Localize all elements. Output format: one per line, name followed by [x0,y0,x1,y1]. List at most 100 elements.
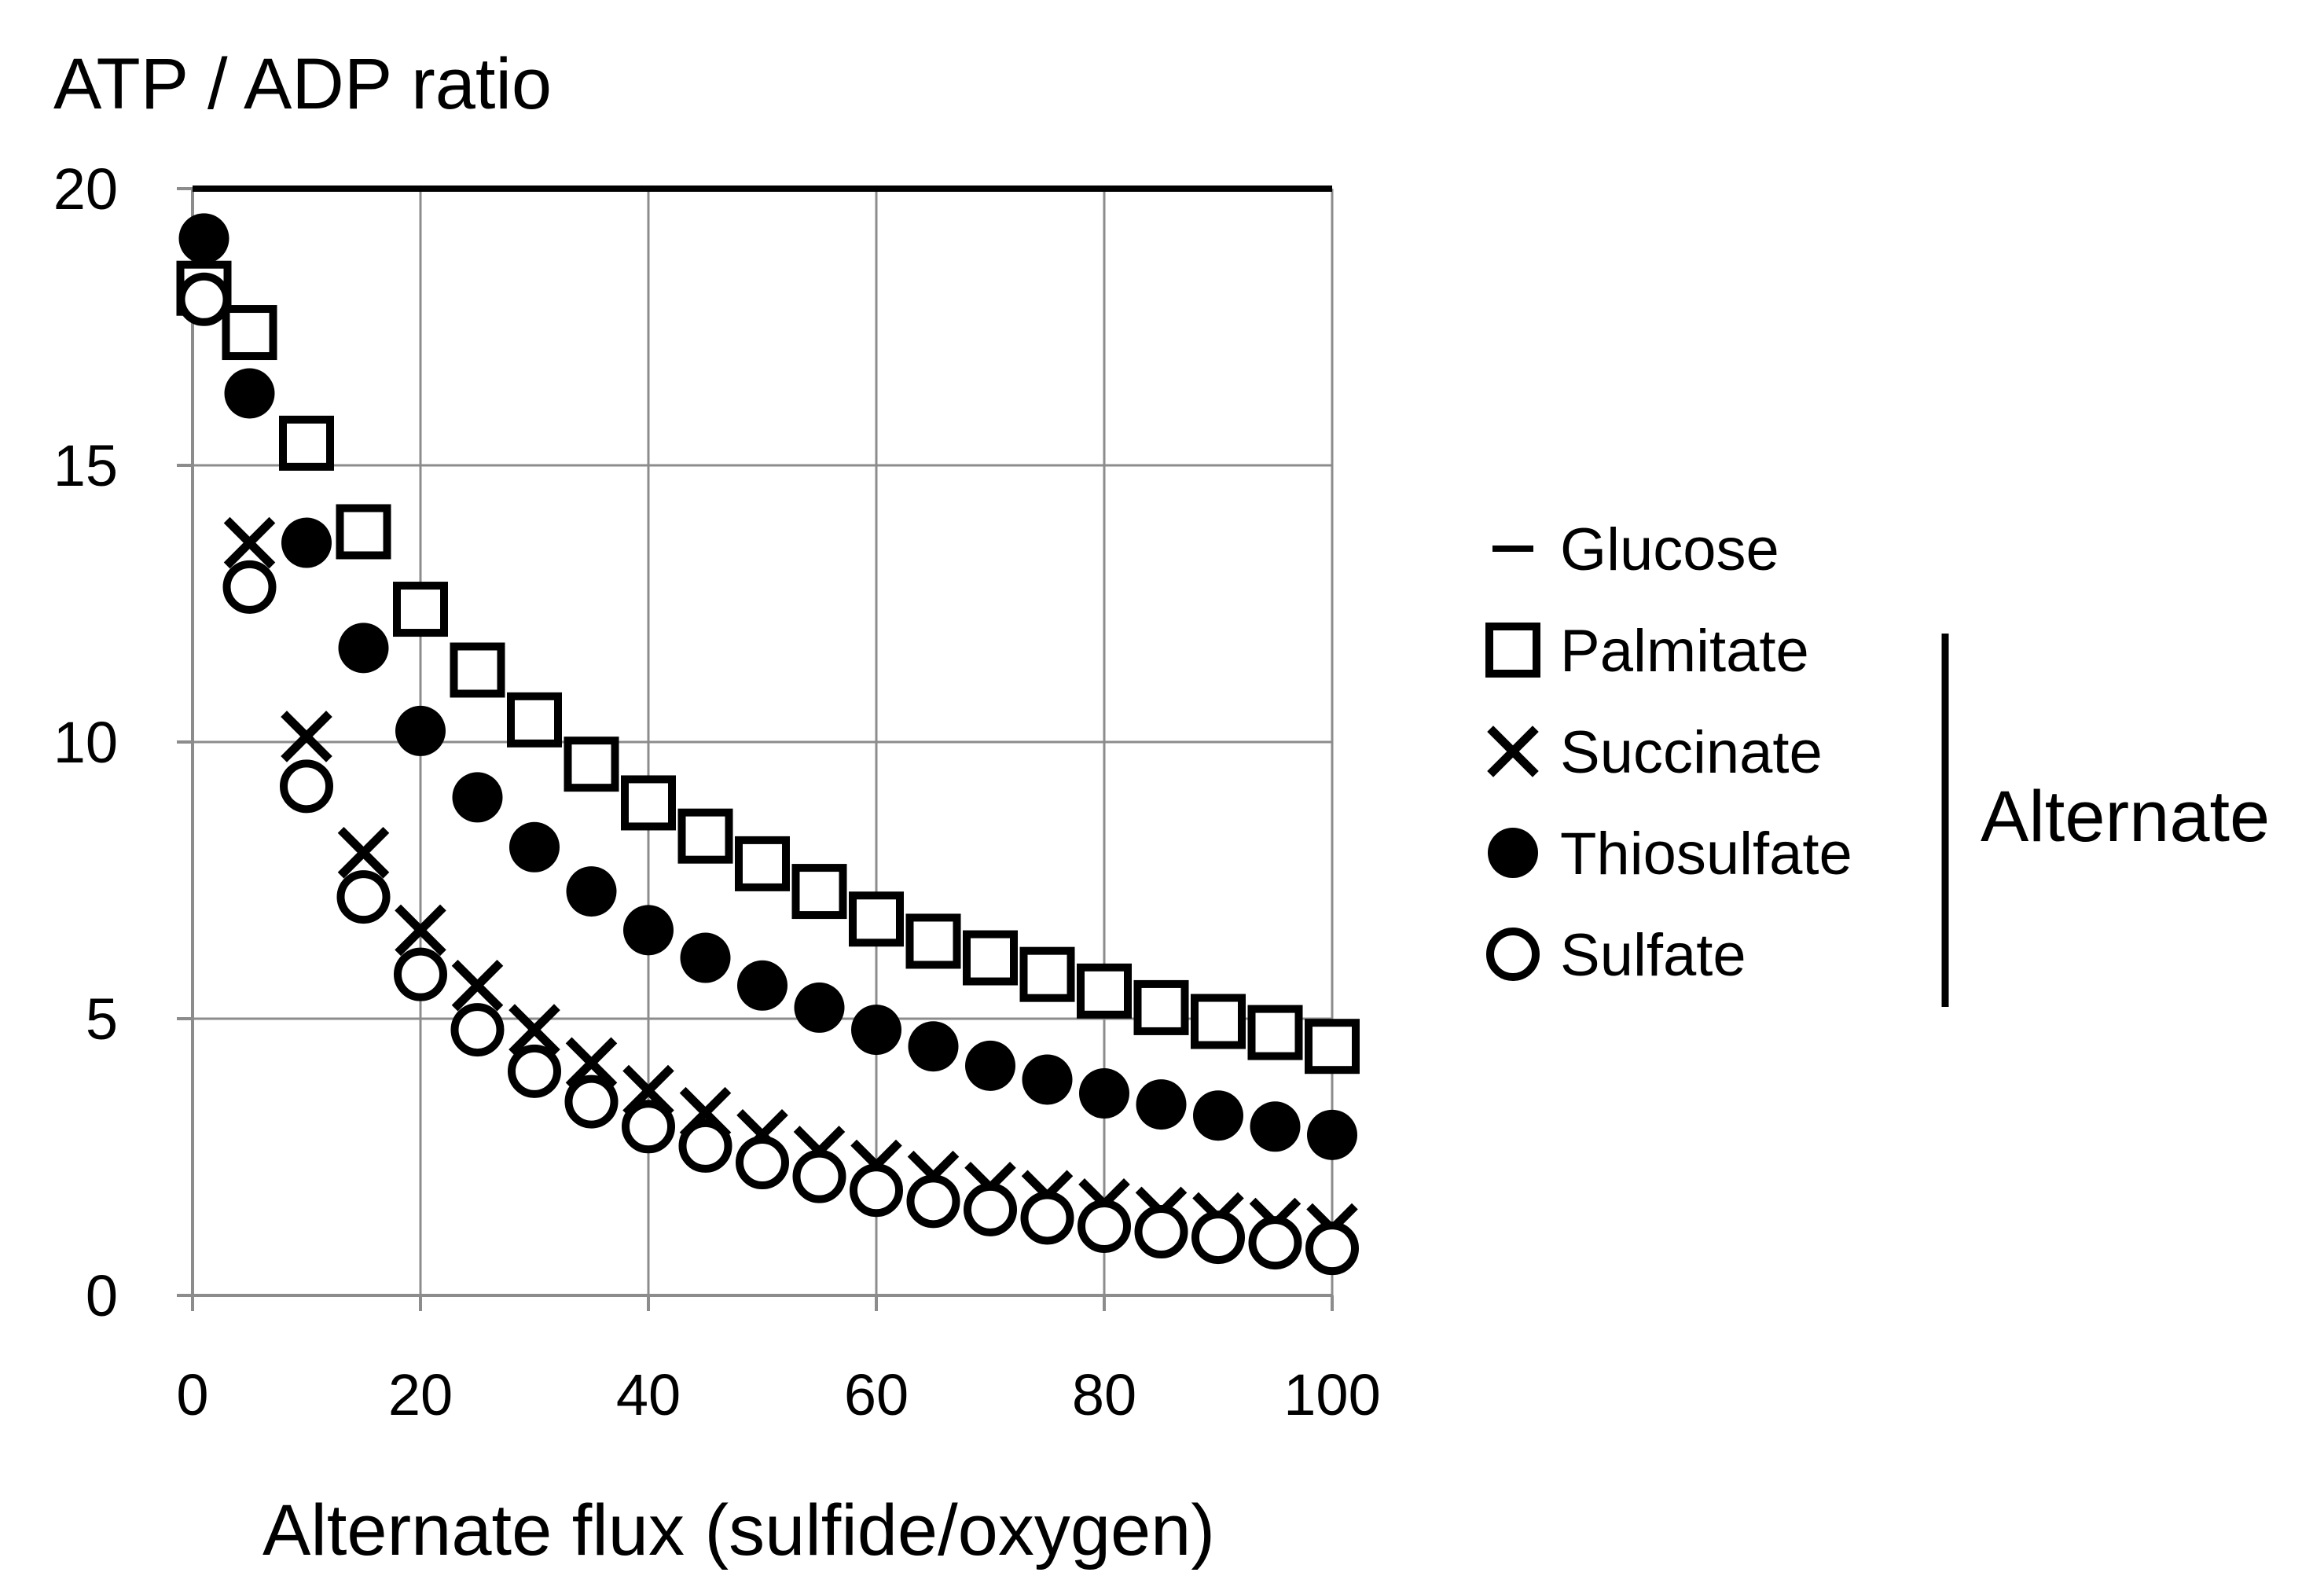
palmitate-point [849,891,904,947]
sulfate-point [736,1136,789,1190]
legend-label-succinate: Succinate [1560,719,1823,786]
palmitate-point [905,913,961,969]
x-tick-label: 40 [616,1362,681,1427]
palmitate-point [450,642,505,698]
axes [177,187,1334,1311]
y-axis-title: ATP / ADP ratio [53,44,552,124]
palmitate-point [1077,963,1132,1019]
thiosulfate-point [395,705,446,756]
thiosulfate-point [737,960,788,1011]
x-tick-label: 80 [1072,1362,1136,1427]
thiosulfate-point [224,368,275,419]
legend-label-glucose: Glucose [1560,516,1779,583]
thiosulfate-point [281,517,332,568]
succinate-point [223,516,276,569]
sulfate-point [792,1149,846,1203]
sulfate-point [906,1174,960,1229]
thiosulfate-point [178,213,229,264]
palmitate-point [564,737,619,792]
thiosulfate-point [566,866,617,917]
legend-item-thiosulfate: Thiosulfate [1488,821,1852,887]
thiosulfate-point [623,905,674,956]
palmitate-point [791,864,847,920]
y-tick-label: 0 [86,1263,118,1328]
legend-label-sulfate: Sulfate [1560,922,1746,989]
thiosulfate-point [338,623,389,674]
thiosulfate-point [908,1021,959,1072]
sulfate-point [1078,1199,1131,1253]
sulfate-point [177,272,231,326]
y-tick-label: 20 [53,156,118,222]
succinate-point [337,827,390,879]
sulfate-point [508,1044,561,1098]
sulfate-point [336,870,391,924]
palmitate-point [1191,994,1246,1049]
succinate-point [508,1004,560,1056]
data-marks [176,186,1360,1276]
x-tick-label: 60 [844,1362,909,1427]
palmitate-point [507,692,562,748]
legend: Glucose Palmitate Succinate Thiosulfate Sulf… [1485,516,2270,1007]
palmitate-point [963,930,1018,986]
palmitate-point [1305,1019,1360,1075]
sulfate-point [622,1100,675,1154]
sulfate-point [1191,1210,1245,1265]
axis-titles: ATP / ADP ratio Alternate flux (sulfide/… [53,44,1215,1570]
legend-item-glucose: Glucose [1492,516,1779,583]
palmitate-point [393,582,448,637]
sulfate-point [850,1163,903,1218]
palmitate-point [1247,1005,1303,1060]
sulfate-point [1305,1221,1359,1276]
palmitate-point [279,415,334,471]
thiosulfate-point [1079,1068,1129,1119]
sulfate-point [1134,1205,1188,1259]
thiosulfate-point [1136,1079,1187,1130]
x-tick-label: 0 [176,1362,208,1427]
succinate-point [451,959,504,1012]
sulfate-point [222,560,277,614]
sulfate-point [564,1075,619,1129]
thiosulfate-point [1307,1109,1357,1160]
legend-swatch-palmitate [1485,623,1540,678]
palmitate-point [1019,946,1075,1002]
thiosulfate-point [965,1040,1015,1091]
sulfate-point [964,1182,1017,1236]
legend-label-thiosulfate: Thiosulfate [1560,821,1852,887]
sulfate-point [280,759,333,814]
succinate-point [281,711,332,762]
legend-item-palmitate: Palmitate [1485,618,1809,685]
sulfate-point [1020,1191,1074,1245]
legend-swatch-sulfate [1486,928,1540,981]
thiosulfate-point [794,982,845,1033]
legend-group-label: Alternate [1981,777,2270,857]
thiosulfate-point [851,1005,901,1056]
sulfate-point [1248,1216,1302,1270]
succinate-point [395,904,446,957]
thiosulfate-point [452,772,503,823]
legend-item-succinate: Succinate [1487,719,1823,786]
thiosulfate-point [1193,1090,1243,1141]
palmitate-point [621,775,676,831]
thiosulfate-point [680,932,731,983]
thiosulfate-point [509,821,560,872]
thiosulfate-point [1022,1054,1073,1105]
x-tick-label: 100 [1283,1362,1380,1427]
y-tick-label: 10 [53,710,118,775]
y-tick-label: 15 [53,433,118,498]
palmitate-point [1133,979,1189,1035]
x-axis-title: Alternate flux (sulfide/oxygen) [263,1490,1215,1570]
sulfate-point [450,1003,505,1057]
y-tick-label: 5 [86,986,118,1052]
succinate-point [565,1037,618,1089]
sulfate-point [678,1119,732,1173]
palmitate-point [222,305,277,361]
legend-swatch-succinate [1487,726,1539,777]
legend-label-palmitate: Palmitate [1560,618,1809,685]
legend-item-sulfate: Sulfate [1486,922,1746,989]
palmitate-point [336,504,391,560]
legend-swatch-thiosulfate [1488,828,1538,878]
thiosulfate-point [1250,1101,1301,1152]
palmitate-point [735,836,790,891]
sulfate-point [394,947,447,1001]
